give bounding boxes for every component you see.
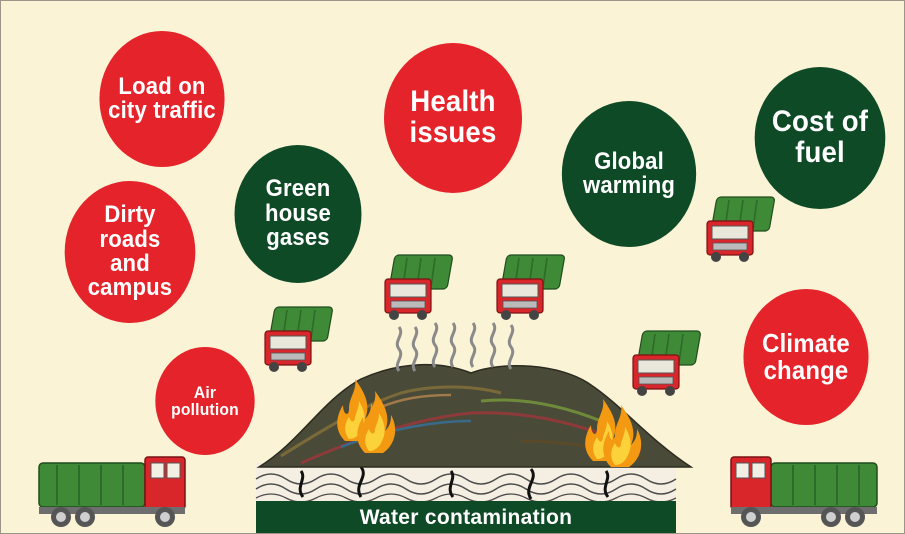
water-waves-icon <box>255 463 677 503</box>
cost-of-fuel-bubble: Cost of fuel <box>754 67 886 209</box>
water-contamination-banner: Water contamination <box>256 501 676 533</box>
greenhouse-gases-bubble: Green house gases <box>234 145 362 283</box>
dirty-roads-bubble: Dirty roads and campus <box>64 181 196 323</box>
global-warming-bubble: Global warming <box>561 101 697 247</box>
air-pollution-bubble: Air pollution <box>155 347 255 455</box>
climate-change-bubble: Climate change <box>743 289 869 425</box>
load-on-traffic-bubble: Load on city traffic <box>99 31 225 167</box>
smoke-icon <box>395 322 515 372</box>
health-issues-bubble: Health issues <box>384 43 522 193</box>
